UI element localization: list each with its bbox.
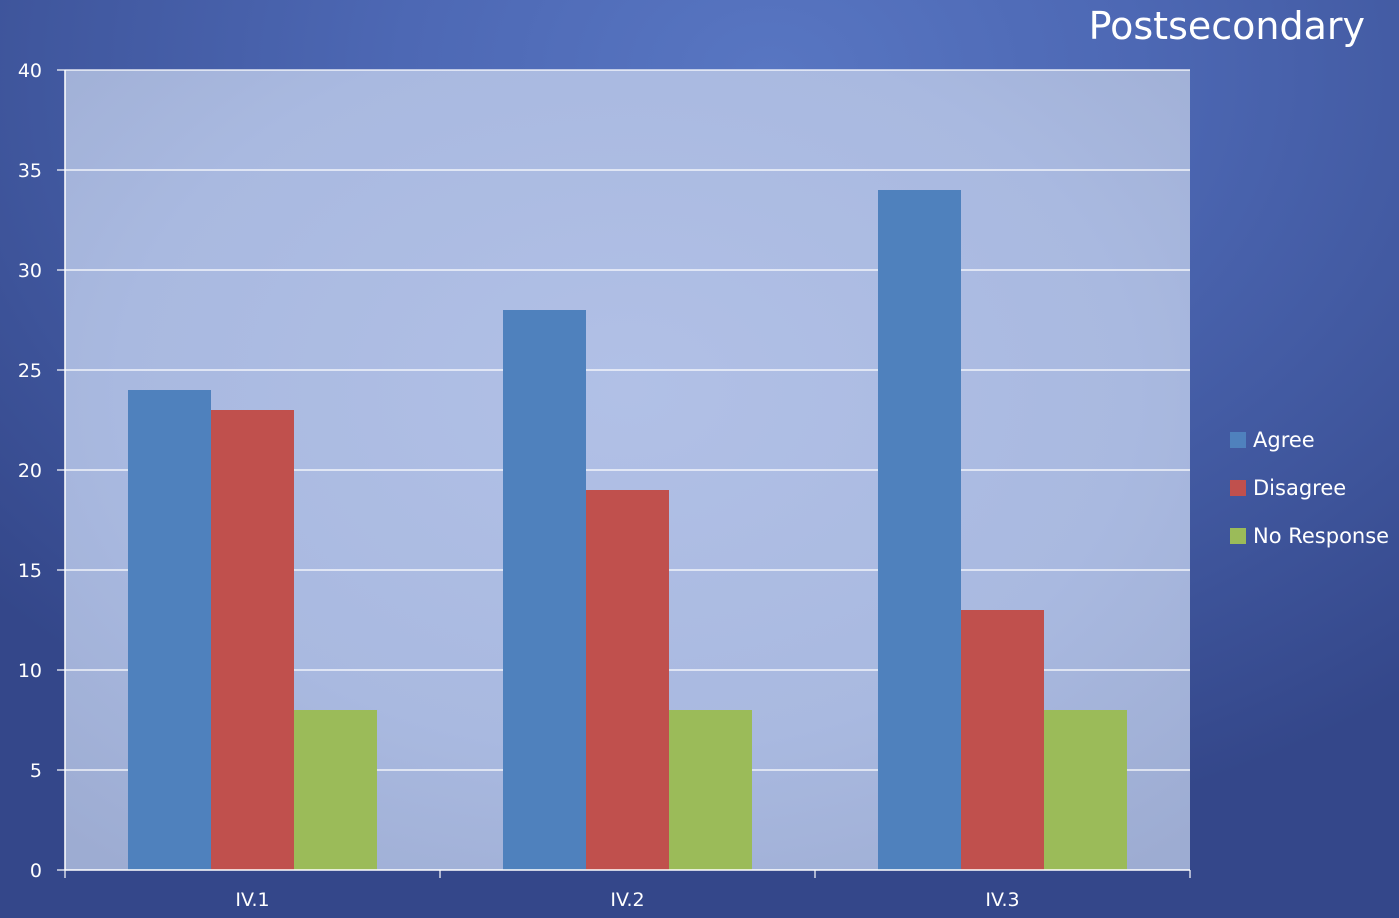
legend-label-disagree: Disagree: [1253, 476, 1347, 500]
bar-no-response: [1044, 710, 1127, 870]
y-tick-label: 10: [18, 660, 42, 682]
chart-title: Postsecondary: [1088, 4, 1365, 48]
legend-swatch-disagree: [1230, 480, 1246, 496]
y-tick-label: 35: [18, 160, 42, 182]
x-tick-label: IV.2: [610, 889, 644, 911]
tick-labels: 0 5 10 15 20 25 30 35 40 IV.1 IV.2 IV.3: [18, 60, 1020, 911]
x-tick-label: IV.1: [235, 889, 269, 911]
bar-no-response: [294, 710, 377, 870]
legend-item-no-response: No Response: [1230, 524, 1389, 548]
bar-disagree: [961, 610, 1044, 870]
bar-disagree: [211, 410, 294, 870]
bar-agree: [128, 390, 211, 870]
bars: [128, 190, 1127, 870]
legend-swatch-no-response: [1230, 528, 1246, 544]
legend-swatch-agree: [1230, 432, 1246, 448]
legend-item-disagree: Disagree: [1230, 476, 1389, 500]
y-tick-label: 30: [18, 260, 42, 282]
legend: Agree Disagree No Response: [1230, 428, 1389, 572]
bar-no-response: [669, 710, 752, 870]
y-tick-label: 15: [18, 560, 42, 582]
axes: [64, 70, 1191, 878]
legend-item-agree: Agree: [1230, 428, 1389, 452]
y-tick-label: 25: [18, 360, 42, 382]
y-tick-label: 20: [18, 460, 42, 482]
y-tick-label: 5: [30, 760, 42, 782]
legend-label-agree: Agree: [1253, 428, 1315, 452]
bar-agree: [503, 310, 586, 870]
x-tick-label: IV.3: [985, 889, 1019, 911]
bar-agree: [878, 190, 961, 870]
y-tick-label: 40: [18, 60, 42, 82]
bar-disagree: [586, 490, 669, 870]
y-tick-label: 0: [30, 860, 42, 882]
legend-label-no-response: No Response: [1253, 524, 1390, 548]
